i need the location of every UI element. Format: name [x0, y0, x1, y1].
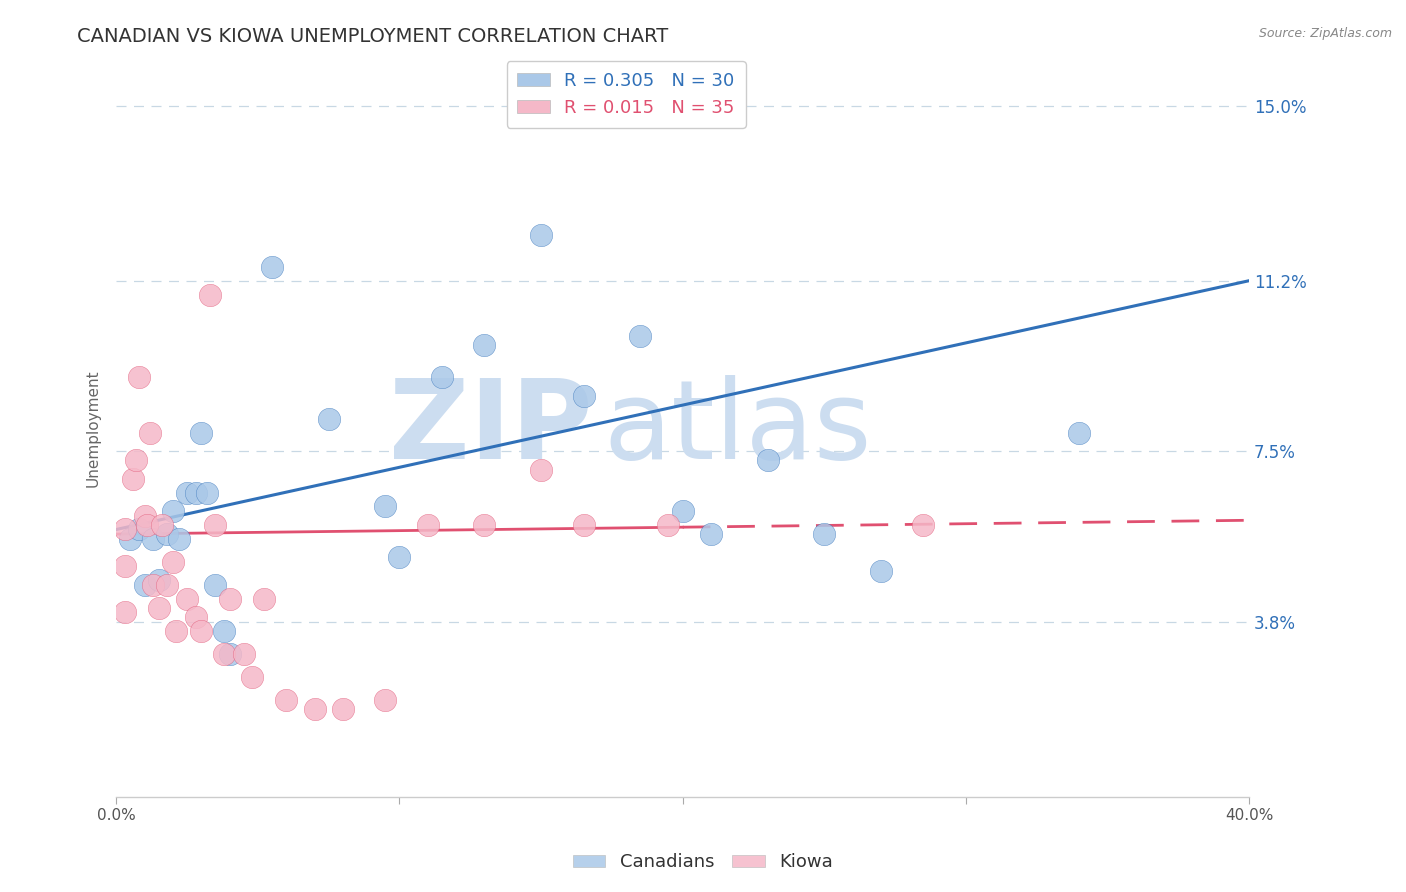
- Kiowa: [184, 610, 207, 624]
- Kiowa: [198, 287, 221, 301]
- Kiowa: [128, 370, 150, 384]
- Text: Source: ZipAtlas.com: Source: ZipAtlas.com: [1258, 27, 1392, 40]
- Kiowa: [374, 693, 396, 707]
- Kiowa: [142, 578, 165, 592]
- Kiowa: [150, 517, 173, 532]
- Canadians: [628, 329, 651, 343]
- Canadians: [374, 500, 396, 514]
- Text: ZIP: ZIP: [388, 375, 592, 482]
- Canadians: [700, 527, 723, 541]
- Kiowa: [912, 517, 935, 532]
- Kiowa: [176, 591, 198, 606]
- Kiowa: [474, 517, 496, 532]
- Canadians: [430, 370, 453, 384]
- Canadians: [128, 523, 150, 537]
- Kiowa: [114, 523, 136, 537]
- Kiowa: [134, 508, 156, 523]
- Kiowa: [148, 600, 170, 615]
- Kiowa: [162, 555, 184, 569]
- Kiowa: [165, 624, 187, 638]
- Canadians: [204, 578, 226, 592]
- Kiowa: [657, 517, 679, 532]
- Canadians: [142, 532, 165, 546]
- Canadians: [870, 564, 893, 578]
- Canadians: [672, 504, 695, 518]
- Kiowa: [530, 462, 553, 476]
- Canadians: [318, 412, 340, 426]
- Canadians: [388, 550, 411, 565]
- Canadians: [813, 527, 835, 541]
- Canadians: [156, 527, 179, 541]
- Canadians: [167, 532, 190, 546]
- Canadians: [195, 485, 218, 500]
- Kiowa: [156, 578, 179, 592]
- Kiowa: [125, 453, 148, 467]
- Legend: Canadians, Kiowa: Canadians, Kiowa: [565, 847, 841, 879]
- Canadians: [134, 578, 156, 592]
- Kiowa: [190, 624, 212, 638]
- Canadians: [756, 453, 779, 467]
- Canadians: [190, 425, 212, 440]
- Kiowa: [416, 517, 439, 532]
- Canadians: [120, 532, 142, 546]
- Kiowa: [240, 670, 263, 684]
- Canadians: [1069, 425, 1091, 440]
- Kiowa: [304, 702, 326, 716]
- Kiowa: [114, 559, 136, 574]
- Canadians: [212, 624, 235, 638]
- Kiowa: [212, 647, 235, 661]
- Kiowa: [204, 517, 226, 532]
- Canadians: [260, 260, 283, 274]
- Canadians: [184, 485, 207, 500]
- Canadians: [572, 389, 595, 403]
- Kiowa: [136, 517, 159, 532]
- Canadians: [218, 647, 240, 661]
- Y-axis label: Unemployment: Unemployment: [86, 369, 100, 487]
- Kiowa: [572, 517, 595, 532]
- Kiowa: [122, 472, 145, 486]
- Kiowa: [139, 425, 162, 440]
- Kiowa: [332, 702, 354, 716]
- Canadians: [162, 504, 184, 518]
- Kiowa: [276, 693, 298, 707]
- Kiowa: [218, 591, 240, 606]
- Canadians: [530, 227, 553, 242]
- Legend: R = 0.305   N = 30, R = 0.015   N = 35: R = 0.305 N = 30, R = 0.015 N = 35: [506, 62, 745, 128]
- Text: atlas: atlas: [603, 375, 872, 482]
- Kiowa: [114, 606, 136, 620]
- Canadians: [474, 338, 496, 352]
- Canadians: [148, 573, 170, 587]
- Kiowa: [252, 591, 274, 606]
- Text: CANADIAN VS KIOWA UNEMPLOYMENT CORRELATION CHART: CANADIAN VS KIOWA UNEMPLOYMENT CORRELATI…: [77, 27, 669, 45]
- Kiowa: [232, 647, 254, 661]
- Canadians: [176, 485, 198, 500]
